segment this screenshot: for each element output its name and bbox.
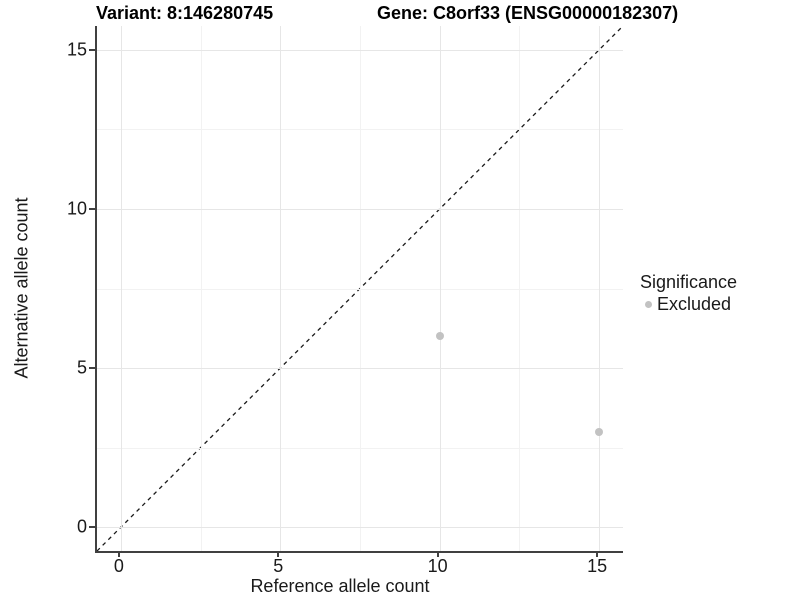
y-tick-mark [89, 207, 95, 210]
gridline-y-minor [97, 129, 623, 131]
legend: Significance Excluded [640, 272, 737, 315]
y-axis-title: Alternative allele count [11, 197, 32, 379]
y-tick-mark [89, 367, 95, 370]
y-tick-label: 0 [76, 516, 87, 537]
x-tick-label: 5 [273, 556, 284, 576]
legend-item-excluded: Excluded [645, 294, 737, 315]
y-tick-label: 15 [66, 39, 87, 60]
gridline-y-major [97, 49, 623, 51]
gridline-y-major [97, 368, 623, 370]
y-tick-mark [89, 48, 95, 51]
y-tick-label: 5 [76, 357, 87, 378]
x-tick-mark [117, 551, 120, 557]
x-tick-label: 0 [113, 556, 124, 576]
gridline-x-major [439, 26, 441, 551]
x-tick-label: 15 [587, 556, 608, 576]
x-tick-mark [436, 551, 439, 557]
x-tick-mark [596, 551, 599, 557]
gridline-x-minor [519, 26, 521, 551]
x-tick-label: 10 [427, 556, 448, 576]
legend-point-icon [645, 301, 652, 308]
gridline-x-major [120, 26, 122, 551]
gridline-y-minor [97, 288, 623, 290]
plot-title-variant: Variant: 8:146280745 [96, 3, 274, 23]
data-point [435, 332, 444, 341]
gridline-x-major [280, 26, 282, 551]
legend-title: Significance [640, 272, 738, 292]
x-axis-title: Reference allele count [250, 576, 430, 596]
plot-title-gene: Gene: C8orf33 (ENSG00000182307) [377, 3, 679, 23]
gridline-y-major [97, 527, 623, 529]
y-tick-label: 10 [66, 198, 87, 219]
x-tick-mark [277, 551, 280, 557]
gridline-y-major [97, 208, 623, 210]
y-tick-mark [89, 526, 95, 529]
plot-panel [95, 26, 623, 553]
gridline-x-major [599, 26, 601, 551]
legend-item-label: Excluded [657, 294, 732, 314]
data-point [595, 427, 604, 436]
